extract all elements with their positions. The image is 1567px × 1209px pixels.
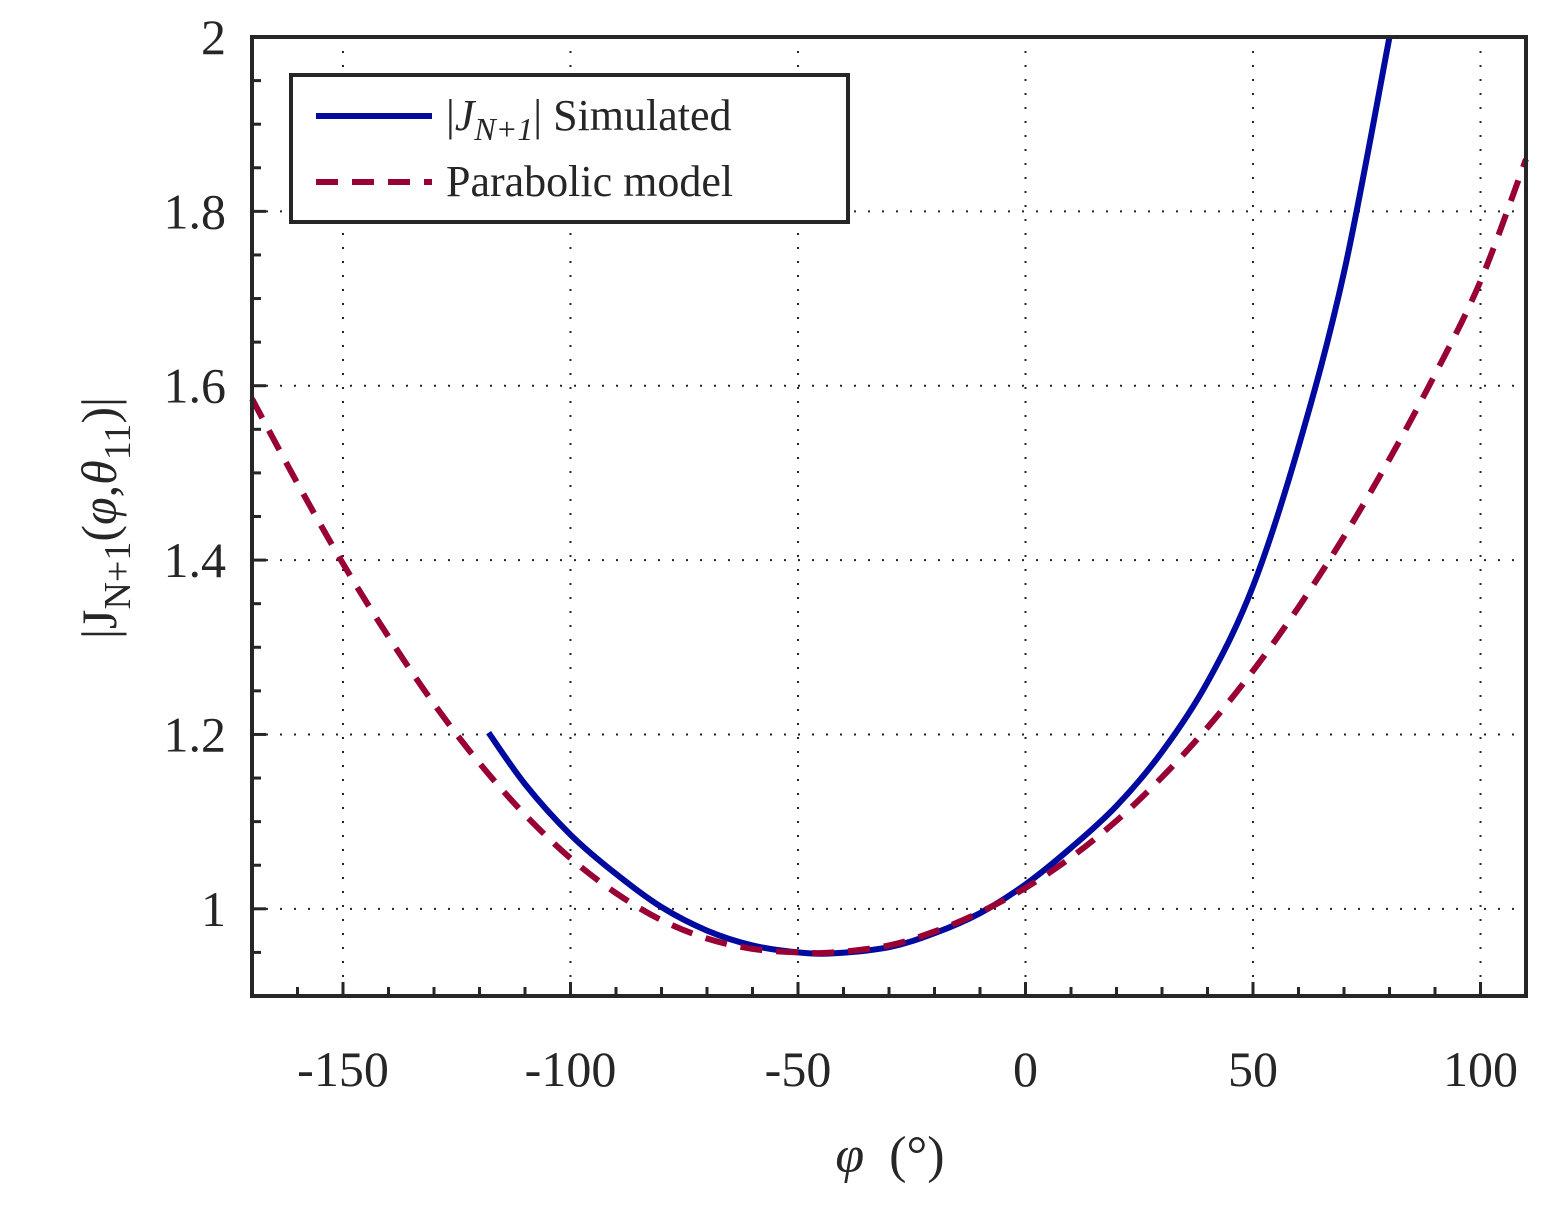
legend-open-bar: | [446, 91, 455, 140]
legend-base: J [455, 91, 477, 140]
series-line-parabolic [249, 158, 1529, 957]
legend-label-simulated: |JN+1| Simulated [446, 91, 732, 147]
x-tick-label: -100 [525, 1041, 617, 1097]
legend: |JN+1| Simulated Parabolic model [289, 73, 850, 224]
y-axis-theta-sub: 11 [97, 424, 139, 461]
y-tick-label: 1.6 [164, 358, 227, 414]
x-axis-symbol: φ [835, 1127, 864, 1184]
x-tick-label: -150 [297, 1041, 389, 1097]
x-axis-title: φ (°) [835, 1127, 944, 1184]
y-axis-theta: θ [71, 460, 127, 485]
legend-sub: N+1 [473, 111, 533, 147]
y-tick-labels: 1 1.2 1.4 1.6 1.8 2 [164, 9, 227, 937]
x-tick-label: 0 [1013, 1041, 1038, 1097]
series-layer [249, 36, 1529, 957]
y-axis-title: |JN+1(φ,θ11)| [71, 397, 139, 639]
legend-rest: Simulated [542, 91, 731, 140]
legend-label-parabolic: Parabolic model [446, 157, 733, 206]
y-axis-comma: , [71, 485, 127, 498]
y-axis-close-bar: | [71, 397, 127, 407]
plot-frame [250, 35, 1528, 998]
legend-close-bar: | [533, 91, 542, 140]
y-axis-sub: N+1 [97, 542, 139, 610]
legend-box [289, 73, 850, 224]
x-tick-labels: -150 -100 -50 0 50 100 [297, 1041, 1518, 1097]
y-axis-open-bar: | [71, 629, 127, 639]
x-tick-label: 100 [1443, 1041, 1518, 1097]
y-axis-args-open: ( [71, 525, 127, 542]
y-axis-args-close: ) [71, 407, 127, 424]
y-tick-label: 1 [201, 881, 226, 937]
y-tick-label: 1.8 [164, 183, 227, 239]
y-axis-base: J [71, 610, 127, 629]
y-tick-label: 2 [201, 9, 226, 65]
y-axis-phi: φ [71, 497, 127, 525]
y-tick-label: 1.4 [164, 532, 227, 588]
x-axis-unit: (°) [889, 1127, 944, 1184]
y-tick-label: 1.2 [164, 706, 227, 762]
x-tick-label: -50 [765, 1041, 832, 1097]
x-tick-label: 50 [1228, 1041, 1278, 1097]
